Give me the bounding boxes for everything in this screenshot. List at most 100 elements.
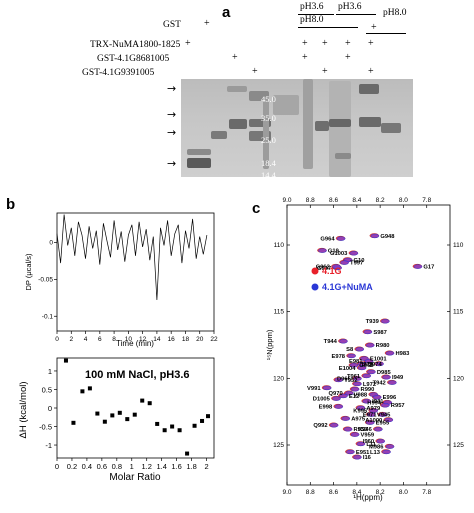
peak-label: E981: [349, 359, 363, 365]
x-tick-label: 16: [168, 336, 176, 343]
x-tick-label: 8.4: [352, 489, 361, 496]
x-tick-label: 0: [55, 336, 59, 343]
peak-label: V988: [354, 393, 368, 399]
x-tick-label: 8.0: [399, 197, 408, 204]
peak-41g-numa: [378, 412, 388, 417]
peak-label: M986: [369, 445, 384, 451]
peak-label: G10: [354, 258, 365, 264]
peak-label: E951: [356, 450, 370, 456]
x-tick-label: 8.4: [352, 197, 361, 204]
data-point: [132, 412, 137, 417]
y-tick-label: 1: [48, 367, 52, 376]
x-tick-label: 0: [55, 462, 59, 471]
legend-label-41g-numa: 4.1G+NuMA: [322, 282, 373, 292]
peak-label: I941: [372, 399, 384, 405]
x-tick-label: 0.6: [97, 462, 107, 471]
itc-top-xlabel: Time (min): [116, 339, 154, 348]
y-tick-label: 110: [274, 242, 285, 249]
peak-label: G964: [320, 237, 335, 243]
peak-41g-numa: [385, 444, 395, 449]
peak-label: G963: [359, 363, 374, 369]
peak-41g-numa: [340, 260, 349, 265]
band-arrow-icon: →: [167, 82, 177, 95]
peak-label: K995: [353, 409, 368, 415]
peak-label: D965: [337, 377, 352, 383]
peak-label: Q974: [368, 362, 383, 368]
plus-mark: +: [345, 52, 351, 63]
data-point: [177, 428, 182, 433]
data-point: [110, 413, 115, 418]
x-tick-label: 8: [112, 336, 116, 343]
x-tick-label: 7.8: [422, 489, 431, 496]
y-tick-label: -1: [45, 441, 52, 450]
x-tick-label: 9.0: [282, 489, 291, 496]
x-tick-label: 1.2: [141, 462, 151, 471]
peak-label: E1004: [339, 366, 357, 372]
plus-mark: +: [345, 38, 351, 49]
itc-bottom-xlabel: Molar Ratio: [109, 472, 161, 483]
peak-label: G19: [328, 249, 340, 255]
data-point: [206, 414, 211, 419]
plus-mark: +: [322, 38, 328, 49]
x-tick-label: 8.6: [329, 489, 338, 496]
x-tick-label: 0.2: [67, 462, 77, 471]
data-point: [147, 401, 152, 406]
peak-label: R953: [354, 427, 369, 433]
x-tick-label: 2: [69, 336, 73, 343]
peak-41g-numa: [373, 395, 382, 400]
peak-41g-numa: [356, 441, 366, 447]
y-tick-label: 0: [48, 404, 52, 413]
plus-mark: +: [371, 22, 377, 33]
itc-thermogram: 0 2 4 6 8 10 12 14 16 18 20 22 0 -0.05 -0.1 DP (μcal/s…: [24, 212, 218, 348]
peak-41g-numa: [334, 377, 344, 383]
data-point: [155, 421, 160, 426]
mw-marker: 14.4: [261, 170, 276, 180]
peak-41g-numa: [349, 363, 359, 368]
peak-41g-numa: [334, 404, 344, 409]
data-point: [125, 417, 130, 422]
peak-label: Q992: [313, 423, 327, 429]
y-tick-label: -0.05: [38, 276, 53, 283]
ph-header: pH8.0: [383, 8, 407, 18]
y-tick-label: 120: [273, 375, 284, 382]
x-tick-label: 6: [98, 336, 102, 343]
peak-label: I16: [363, 455, 372, 461]
mw-marker: 18.4: [261, 158, 276, 168]
peak-41g-numa: [339, 393, 348, 399]
x-tick-label: 18: [182, 336, 190, 343]
peak-41g-numa: [363, 329, 373, 335]
peak-41g-numa: [346, 449, 355, 455]
y-tick-label: 125: [273, 442, 284, 449]
y-tick-label: 0.5: [42, 385, 52, 394]
itc-bottom-ylabel: ΔH (kcal/mol): [18, 381, 29, 438]
mw-marker: 45.0: [261, 94, 276, 104]
plus-mark: +: [185, 38, 191, 49]
peak-41g-numa: [347, 353, 356, 359]
peak-41g-numa: [322, 385, 332, 391]
hsqc-xlabel: ¹H(ppm): [353, 493, 383, 502]
peak-label: I976: [362, 362, 374, 368]
peak-41g-numa: [366, 343, 375, 348]
x-tick-label: 20: [196, 336, 204, 343]
peak-41g-numa: [374, 427, 383, 432]
peak-41g-numa: [318, 248, 327, 253]
ph-header-line: [336, 14, 376, 15]
gel-row-label: GST-4.1G8681005: [97, 54, 170, 64]
peak-41g-numa: [369, 408, 379, 413]
peak-41g-numa: [413, 264, 423, 269]
x-tick-label: 2: [204, 462, 208, 471]
plus-mark: +: [368, 38, 374, 49]
data-point: [117, 410, 122, 415]
band-arrow-icon: →: [167, 157, 177, 170]
peak-label: T997: [350, 261, 363, 267]
peak-41g-numa: [350, 432, 360, 437]
x-tick-label: 0.4: [82, 462, 92, 471]
y-tick-label: 115: [453, 309, 464, 316]
plus-mark: +: [232, 52, 238, 63]
peak-label: D1005: [313, 397, 331, 403]
itc-top-ylabel: DP (μcal/s): [24, 253, 33, 291]
y-tick-label: 125: [453, 442, 464, 449]
y-tick-label: 120: [453, 375, 464, 382]
peak-41g-numa: [343, 427, 353, 432]
x-tick-label: 8.8: [306, 197, 315, 204]
